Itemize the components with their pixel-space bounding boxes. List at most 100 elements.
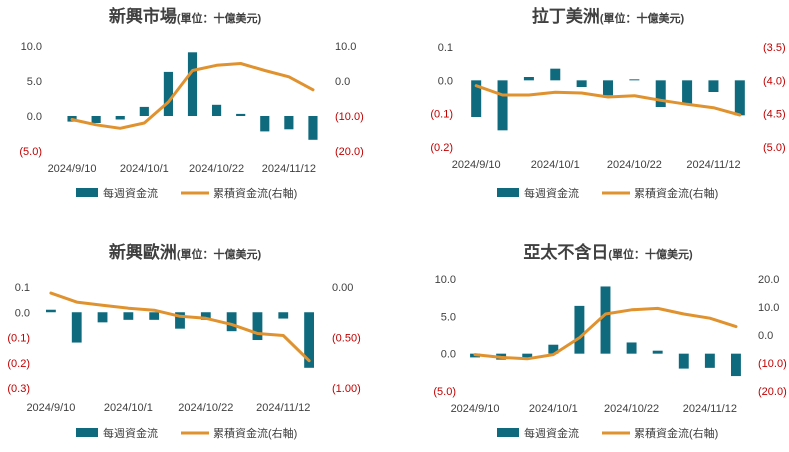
left-axis-tick-label: 0.0	[441, 349, 456, 361]
x-axis-tick-label: 2024/9/10	[451, 403, 500, 415]
weekly-flow-bar	[260, 116, 270, 132]
weekly-flow-bar	[704, 353, 715, 368]
weekly-flow-bar	[497, 80, 508, 131]
weekly-flow-bar	[163, 71, 173, 116]
x-axis-tick-label: 2024/11/12	[256, 402, 310, 414]
weekly-flow-bar	[226, 312, 237, 332]
chart-title-unit: (單位：十億美元)	[608, 247, 693, 261]
chart-title-unit: (單位：十億美元)	[177, 247, 262, 261]
right-axis-tick-label: (10.0)	[335, 111, 364, 123]
chart-panel-1: 新興市場(單位：十億美元) 10.0 5.0 0.0 (5.0) 10.0 0.0 (10.0…	[19, 6, 363, 200]
weekly-flow-bar	[308, 116, 318, 140]
legend-label-cumulative: 累積資金流(右軸)	[634, 426, 718, 440]
weekly-flow-bar	[123, 312, 134, 320]
weekly-flow-bar	[626, 342, 637, 354]
weekly-flow-bar	[734, 80, 745, 116]
x-axis-tick-label: 2024/10/1	[120, 163, 169, 175]
left-axis-tick-label: 10.0	[21, 41, 42, 53]
left-axis-tick-label: (0.1)	[430, 109, 453, 121]
cumulative-flow-line	[474, 84, 742, 117]
legend-bar-swatch	[76, 428, 98, 437]
right-axis-tick-label: 10.0	[335, 41, 356, 53]
left-axis-tick-label: (5.0)	[19, 146, 42, 158]
right-axis-tick-label: 10.0	[758, 302, 779, 314]
x-axis-tick-label: 2024/10/22	[189, 163, 244, 175]
left-axis-tick-label: (0.1)	[7, 333, 30, 345]
legend-bar-swatch	[76, 188, 98, 197]
weekly-flow-bar	[46, 309, 56, 313]
left-axis-tick-label: (0.3)	[7, 383, 30, 395]
weekly-flow-bar	[708, 80, 719, 92]
left-axis-tick-label: 5.0	[27, 76, 42, 88]
left-axis-tick-label: 0.0	[15, 307, 30, 319]
chart-title-main: 拉丁美洲	[532, 6, 600, 26]
x-axis-tick-label: 2024/11/12	[262, 163, 316, 175]
weekly-flow-bar	[523, 77, 534, 81]
legend-label-weekly: 每週資金流	[524, 426, 579, 440]
chart-title: 新興歐洲(單位：十億美元)	[109, 242, 262, 262]
chart-title-unit: (單位：十億美元)	[177, 11, 262, 25]
x-axis-tick-label: 2024/11/12	[686, 159, 740, 171]
chart-title: 拉丁美洲(單位：十億美元)	[532, 6, 685, 26]
x-axis-tick-label: 2024/9/10	[48, 163, 97, 175]
weekly-flow-bar	[678, 353, 689, 369]
left-axis-tick-label: (0.2)	[7, 358, 30, 370]
chart-title-main: 新興歐洲	[109, 242, 177, 262]
weekly-flow-bar	[252, 312, 263, 341]
cumulative-flow-line	[70, 62, 315, 130]
weekly-flow-bar	[655, 80, 666, 107]
right-axis-tick-label: (20.0)	[758, 386, 787, 398]
chart-title: 新興市場(單位：十億美元)	[109, 6, 262, 26]
weekly-flow-bar	[200, 312, 211, 320]
x-axis-tick-label: 2024/10/22	[604, 403, 659, 415]
left-axis-tick-label: (0.2)	[430, 142, 453, 154]
weekly-flow-bar	[97, 312, 108, 323]
weekly-flow-bar	[548, 344, 559, 354]
x-axis-tick-label: 2024/11/12	[683, 403, 737, 415]
right-axis-tick-label: (1.00)	[332, 383, 361, 395]
right-axis-tick-label: (20.0)	[335, 146, 364, 158]
weekly-flow-bar	[212, 104, 222, 116]
weekly-flow-bar	[91, 116, 101, 123]
weekly-flow-bar	[652, 350, 663, 354]
legend-label-cumulative: 累積資金流(右軸)	[634, 186, 718, 200]
legend-bar-swatch	[497, 188, 519, 197]
x-axis-tick-label: 2024/10/1	[531, 159, 580, 171]
right-axis-tick-label: (4.0)	[763, 75, 786, 87]
right-axis-tick-label: 0.0	[758, 330, 773, 342]
weekly-flow-bar	[600, 286, 611, 354]
weekly-flow-bar	[471, 80, 482, 117]
right-axis-tick-label: (0.50)	[332, 333, 361, 345]
x-axis-tick-label: 2024/9/10	[452, 159, 501, 171]
weekly-flow-bar	[278, 312, 289, 319]
x-axis-tick-label: 2024/10/22	[607, 159, 662, 171]
cumulative-flow-line	[49, 291, 311, 363]
chart-panel-3: 新興歐洲(單位：十億美元) 0.1 0.0 (0.1) (0.2) (0.3) 0.00 (0…	[7, 242, 360, 440]
legend-label-weekly: 每週資金流	[524, 186, 579, 200]
right-axis-tick-label: (3.5)	[763, 42, 786, 54]
chart-panel-2: 拉丁美洲(單位：十億美元) 0.1 0.0 (0.1) (0.2) (3.5) (4.0) (…	[430, 6, 785, 200]
weekly-flow-bar	[522, 353, 533, 359]
weekly-flow-bar	[175, 312, 185, 329]
weekly-flow-bar	[602, 80, 614, 96]
weekly-flow-bar	[187, 52, 198, 116]
weekly-flow-bar	[304, 312, 314, 368]
right-axis-tick-label: (4.5)	[763, 109, 786, 121]
weekly-flow-bar	[115, 116, 125, 120]
right-axis-tick-label: 20.0	[758, 274, 779, 286]
weekly-flow-bar	[574, 305, 585, 354]
x-axis-tick-label: 2024/9/10	[26, 402, 75, 414]
weekly-flow-bar	[629, 79, 640, 81]
left-axis-tick-label: 0.1	[15, 282, 30, 294]
weekly-flow-bar	[139, 106, 149, 116]
chart-panel-4: 亞太不含日(單位：十億美元) 10.0 5.0 0.0 (5.0) 20.0 10.0 0.0…	[433, 242, 786, 440]
legend-label-cumulative: 累積資金流(右軸)	[213, 186, 297, 200]
weekly-flow-bar	[550, 68, 561, 81]
chart-title-main: 亞太不含日	[523, 242, 608, 262]
cumulative-flow-line	[473, 306, 738, 361]
left-axis-tick-label: 5.0	[441, 311, 456, 323]
left-axis-tick-label: 0.0	[27, 111, 42, 123]
weekly-flow-bar	[682, 80, 693, 104]
left-axis-tick-label: 10.0	[435, 274, 456, 286]
